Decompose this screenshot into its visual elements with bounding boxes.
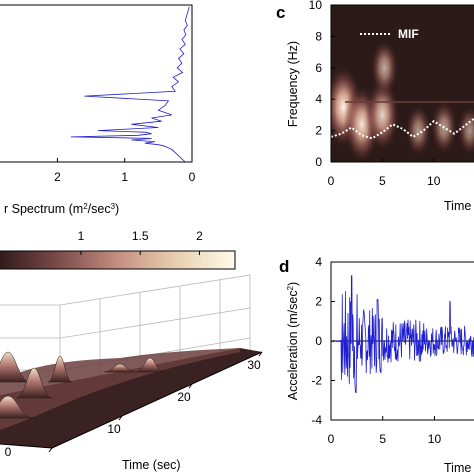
tf-y-tick-label: 6 xyxy=(315,61,322,75)
accel-y-tick-label: -4 xyxy=(311,413,322,427)
surface-peak xyxy=(0,395,35,419)
tf-map-frame xyxy=(330,4,474,163)
tf-x-tick-label: 10 xyxy=(427,174,441,188)
colorbar-tick-label: 1 xyxy=(78,229,85,243)
spectrum-x-tick-label: 1 xyxy=(121,170,128,184)
spectrum-xlabel: r Spectrum (m2/sec3) xyxy=(4,202,119,217)
surface-time-tick-label: 20 xyxy=(177,390,191,404)
tf-hotspot xyxy=(365,78,400,152)
accel-series-line xyxy=(330,275,474,393)
surface-peak xyxy=(135,357,165,373)
tf-x-tick-label: 5 xyxy=(379,174,386,188)
surface-peak xyxy=(103,363,137,373)
tf-hotspot xyxy=(370,38,399,97)
surface-time-tick-label: 30 xyxy=(247,358,261,372)
accel-x-ticks: 05101 xyxy=(328,416,442,446)
surface-xlabel: Time (sec) xyxy=(122,458,181,472)
accel-y-tick-label: 0 xyxy=(315,334,322,348)
surface-base xyxy=(0,348,262,448)
accel-x-tick-label: 10 xyxy=(428,432,442,446)
surface-peak xyxy=(15,367,53,399)
surface-time-tick-label: 0 xyxy=(5,445,12,459)
accel-x-tick-label: 0 xyxy=(328,432,335,446)
surface-depth-axis xyxy=(0,443,53,449)
surface-time-tick-mark xyxy=(48,447,53,453)
tf-map-hotspots xyxy=(331,38,474,162)
panel-d-label: d xyxy=(279,257,289,276)
tf-surface xyxy=(0,348,262,448)
mif-legend-label: MIF xyxy=(398,27,419,41)
accel-y-tick-label: 2 xyxy=(315,295,322,309)
tf-y-tick-label: 8 xyxy=(315,29,322,43)
surface-time-ticks: 0 10 20 30 xyxy=(5,351,263,459)
mif-series-line xyxy=(331,117,474,140)
colorbar-tick-label: 2 xyxy=(196,229,203,243)
spectrum-axes-frame xyxy=(0,4,193,163)
surface-peak xyxy=(47,355,73,383)
accel-xlabel: Time xyxy=(444,461,471,474)
surface-time-tick-mark xyxy=(258,351,263,357)
panel-d: d 420-2-4 05101 Acceleration (m/sec2) Ti… xyxy=(279,255,474,474)
surface-time-axis xyxy=(51,351,263,449)
surface-time-tick-mark xyxy=(188,383,193,389)
tf-hotspot xyxy=(457,105,474,156)
tf-map-x-ticks: 05101 xyxy=(328,158,441,188)
surface-peak xyxy=(0,351,31,383)
colorbar-tick-label: 1.5 xyxy=(132,229,149,243)
tf-y-tick-label: 4 xyxy=(315,92,322,106)
tf-y-tick-label: 0 xyxy=(315,155,322,169)
surface-time-tick-mark xyxy=(118,415,123,421)
panel-c-label: c xyxy=(276,3,285,22)
tf-x-tick-label: 0 xyxy=(328,174,335,188)
tf-y-tick-label: 2 xyxy=(315,124,322,138)
spectrum-x-ticks: 2 1 0 xyxy=(54,158,196,184)
accel-y-tick-label: 4 xyxy=(315,255,322,269)
spectrum-x-tick-label: 2 xyxy=(54,170,61,184)
accel-ylabel: Acceleration (m/sec2) xyxy=(286,282,301,400)
spectrum-panel: 2 1 0 r Spectrum (m2/sec3) xyxy=(0,4,196,217)
accel-y-ticks: 4 2 0 -2 -4 xyxy=(311,255,335,427)
surface-time-tick-label: 10 xyxy=(107,422,121,436)
accel-y-tick-label: -2 xyxy=(311,374,322,388)
spectrum-series-line xyxy=(70,6,190,163)
tf-map-y-ticks: 0 2 4 6 8 10 xyxy=(309,0,335,169)
spectrum-x-tick-label: 0 xyxy=(189,170,196,184)
tf-hotspot xyxy=(405,104,432,157)
tf-map-ylabel: Frequency (Hz) xyxy=(286,41,300,127)
colorbar xyxy=(0,250,236,270)
colorbar-ticks: 1 1.5 2 xyxy=(78,229,203,255)
surface-box-wireframe xyxy=(0,274,251,400)
tf-y-tick-label: 10 xyxy=(309,0,323,12)
tf-map-xlabel: Time xyxy=(444,199,471,213)
accel-x-tick-label: 5 xyxy=(379,432,386,446)
